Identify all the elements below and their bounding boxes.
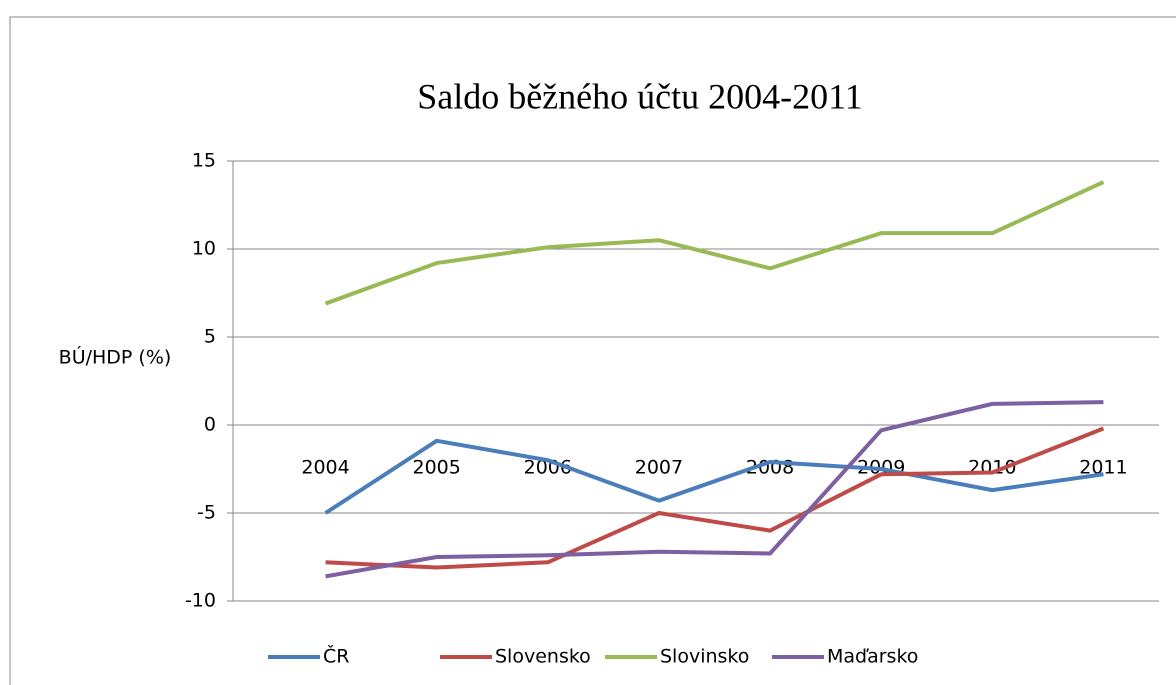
- y-tick-label: -10: [185, 590, 216, 612]
- series-line: [325, 400, 1104, 579]
- legend-label: ČR: [323, 644, 349, 668]
- series-line: [324, 180, 1105, 306]
- series-line: [325, 426, 1105, 570]
- x-tick-label: 2011: [1079, 457, 1127, 479]
- x-tick-label: 2007: [635, 457, 683, 479]
- y-tick-label: -5: [197, 502, 216, 524]
- y-tick-label: 15: [192, 150, 216, 172]
- legend-label: Slovinsko: [660, 646, 749, 668]
- x-tick-label: 2006: [524, 457, 572, 479]
- chart-title: Saldo běžného účtu 2004-2011: [417, 76, 863, 116]
- legend-label: Slovensko: [495, 646, 591, 668]
- y-tick-label: 0: [204, 414, 216, 436]
- series-line: [324, 438, 1104, 515]
- x-tick-label: 2005: [413, 457, 461, 479]
- y-tick-label: 5: [204, 326, 216, 348]
- legend-label: Maďarsko: [827, 646, 918, 668]
- chart-border: [9, 16, 1176, 685]
- y-tick-label: 10: [192, 238, 216, 260]
- x-tick-label: 2004: [301, 457, 349, 479]
- y-axis-label: BÚ/HDP (%): [59, 345, 172, 369]
